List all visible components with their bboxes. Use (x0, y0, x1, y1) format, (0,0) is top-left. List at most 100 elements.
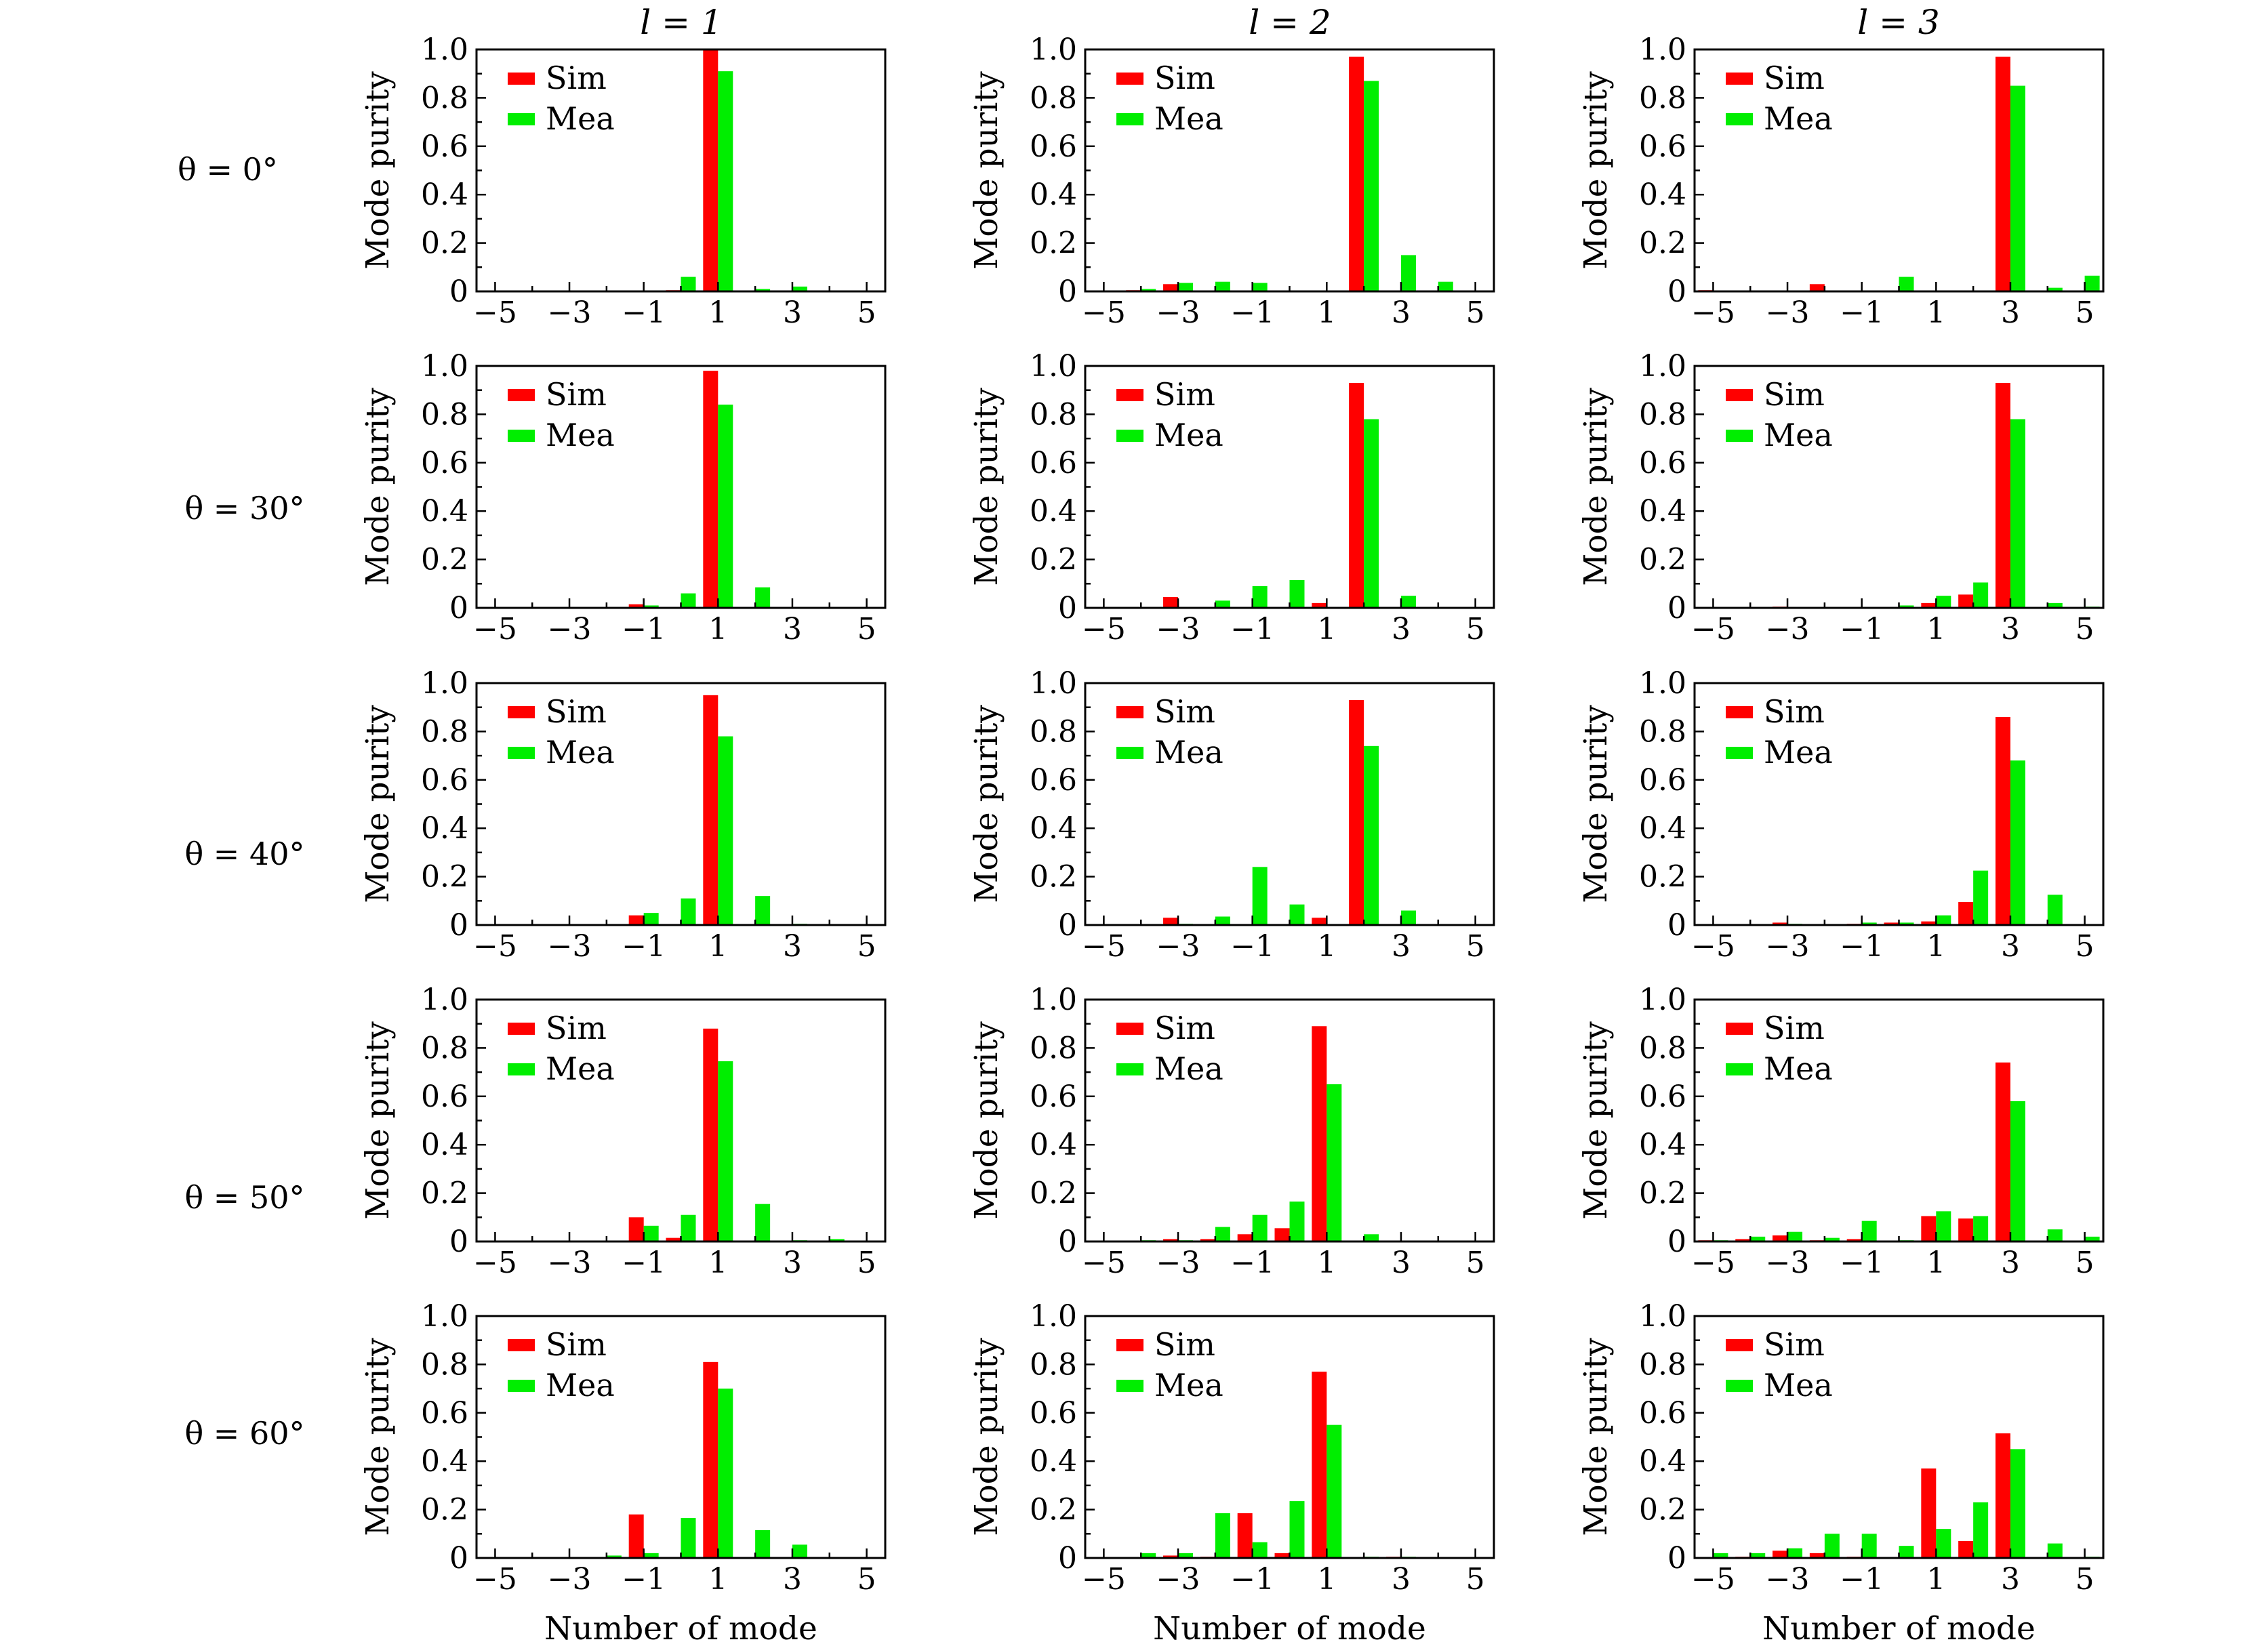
panel-r4-c1: 0 0.2 0.4 0.6 0.8 1.0 −5 −3 −1 1 3 5 Mode purity Numb… (968, 1299, 1495, 1642)
bar-sim-mode-1 (703, 1028, 718, 1241)
y-tick-label: 0.4 (421, 178, 468, 212)
x-tick-label: 1 (1317, 612, 1336, 646)
bar-mea-mode--1 (643, 913, 659, 925)
y-tick-label: 0.6 (421, 1080, 468, 1114)
legend-swatch-sim (508, 1023, 535, 1035)
legend-swatch-sim (1116, 73, 1143, 85)
legend: Sim Mea (508, 1010, 615, 1087)
bar-sim-mode--2 (1809, 284, 1825, 291)
x-tick-label: −5 (1691, 295, 1735, 330)
y-tick-label: 0.6 (1030, 129, 1077, 164)
legend-label-sim: Sim (1764, 376, 1825, 413)
y-axis-label: Mode purity (968, 1021, 1005, 1220)
x-tick-label: 1 (708, 1562, 727, 1597)
legend-swatch-mea (1726, 113, 1753, 125)
x-tick-label: 1 (1926, 1562, 1945, 1597)
legend: Sim Mea (1726, 376, 1833, 453)
bar-mea-mode-1 (1327, 1084, 1342, 1241)
y-axis-label: Mode purity (1577, 1338, 1615, 1536)
legend-swatch-sim (1726, 389, 1753, 401)
x-axis-label: Number of mode (1153, 1610, 1426, 1642)
x-tick-label: 3 (1392, 1562, 1411, 1597)
panel-r0-c2: 0 0.2 0.4 0.6 0.8 1.0 −5 −3 −1 1 3 5 Mode purity Sim M… (1577, 33, 2105, 330)
x-tick-label: −1 (622, 1562, 666, 1597)
bar-mea-mode--4 (1141, 289, 1156, 291)
bar-mea-mode-4 (2047, 1229, 2063, 1241)
y-tick-label: 0.6 (421, 763, 468, 798)
x-tick-label: −1 (622, 929, 666, 964)
bar-mea-mode--1 (643, 1225, 659, 1241)
bar-mea-mode-0 (681, 1214, 696, 1241)
plot-frame (1084, 682, 1495, 926)
x-tick-label: −3 (548, 612, 592, 646)
x-tick-label: 1 (1926, 612, 1945, 646)
y-tick-label: 0 (449, 1225, 468, 1259)
y-tick-label: 0 (449, 1541, 468, 1576)
y-axis-label: Mode purity (968, 1338, 1005, 1536)
bar-mea-mode-2 (755, 1530, 771, 1558)
bar-mea-mode--1 (1252, 1542, 1268, 1558)
bar-sim-mode-2 (1958, 1218, 1974, 1241)
bar-mea-mode-3 (1400, 596, 1416, 608)
bar-sim-mode--3 (1163, 918, 1179, 925)
x-tick-label: −3 (1156, 612, 1200, 646)
bar-sim-mode-0 (1884, 922, 1899, 925)
bar-sim-mode-0 (1274, 1228, 1290, 1241)
bar-mea-mode-0 (1289, 579, 1305, 608)
legend: Sim Mea (1116, 1010, 1223, 1087)
column-title-l3: l = 3 (1857, 3, 1939, 42)
bar-mea-mode-0 (1899, 922, 1914, 925)
x-tick-label: −5 (1691, 929, 1735, 964)
x-tick-label: −3 (1156, 929, 1200, 964)
bar-mea-mode-4 (1438, 281, 1453, 291)
y-tick-label: 0.8 (1639, 81, 1686, 115)
bar-mea-mode--3 (1178, 1553, 1194, 1558)
y-tick-label: 0.6 (1639, 1396, 1686, 1431)
x-axis-label: Number of mode (1762, 1610, 2036, 1642)
bar-mea-mode--4 (1750, 1236, 1766, 1241)
y-tick-label: 0.2 (421, 543, 468, 577)
bar-mea-mode-1 (718, 405, 733, 608)
bar-sim-mode--3 (1773, 1551, 1788, 1558)
legend-swatch-mea (508, 113, 535, 125)
bar-sim-mode--2 (1809, 1553, 1825, 1558)
bar-mea-mode-3 (1400, 910, 1416, 925)
bar-sim-mode--3 (1773, 922, 1788, 925)
bar-mea-mode-1 (718, 736, 733, 925)
y-tick-label: 0 (1667, 1541, 1686, 1576)
y-tick-label: 0.6 (1030, 1080, 1077, 1114)
legend-label-sim: Sim (1154, 376, 1215, 413)
y-tick-label: 0.6 (1639, 763, 1686, 798)
legend-swatch-mea (508, 430, 535, 442)
legend-swatch-sim (1116, 389, 1143, 401)
bar-mea-mode-2 (755, 289, 771, 291)
bar-mea-mode--1 (643, 1553, 659, 1558)
x-tick-label: −5 (1082, 1562, 1126, 1597)
legend-label-sim: Sim (1154, 1326, 1215, 1363)
bar-mea-mode-3 (2010, 419, 2025, 608)
bar-mea-mode-0 (1899, 276, 1914, 291)
x-tick-label: 5 (857, 929, 876, 964)
bar-mea-mode-2 (755, 1204, 771, 1241)
x-tick-label: −3 (1156, 1562, 1200, 1597)
y-tick-label: 0.2 (1030, 543, 1077, 577)
y-tick-label: 0 (1058, 908, 1077, 943)
y-tick-label: 0.2 (1030, 1493, 1077, 1527)
x-tick-label: 3 (2001, 612, 2020, 646)
y-axis-label: Mode purity (1577, 1021, 1615, 1220)
x-tick-label: −3 (1156, 295, 1200, 330)
column-title-l1: l = 1 (640, 3, 722, 42)
plot-frame (1693, 1315, 2105, 1559)
bar-mea-mode-4 (2047, 1543, 2063, 1558)
bar-mea-mode-3 (2010, 760, 2025, 925)
bar-sim-mode-2 (1958, 1541, 1974, 1558)
column-titles: l = 1 l = 2 l = 3 (640, 3, 1939, 42)
bar-mea-mode-3 (792, 1544, 807, 1558)
legend-swatch-mea (508, 1380, 535, 1392)
plot-frame (475, 682, 887, 926)
bar-mea-mode--2 (606, 1555, 622, 1558)
bar-mea-mode-0 (1899, 605, 1914, 608)
legend-swatch-sim (1726, 73, 1753, 85)
legend-swatch-sim (1726, 1023, 1753, 1035)
